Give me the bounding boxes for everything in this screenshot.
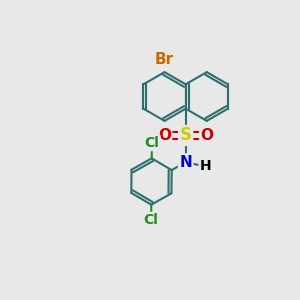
Text: O: O bbox=[201, 128, 214, 143]
Text: Cl: Cl bbox=[144, 136, 159, 150]
Text: H: H bbox=[200, 159, 212, 173]
Text: N: N bbox=[179, 155, 192, 170]
Text: S: S bbox=[180, 126, 192, 144]
Text: O: O bbox=[158, 128, 171, 143]
Text: Br: Br bbox=[155, 52, 174, 67]
Text: Cl: Cl bbox=[144, 213, 159, 227]
